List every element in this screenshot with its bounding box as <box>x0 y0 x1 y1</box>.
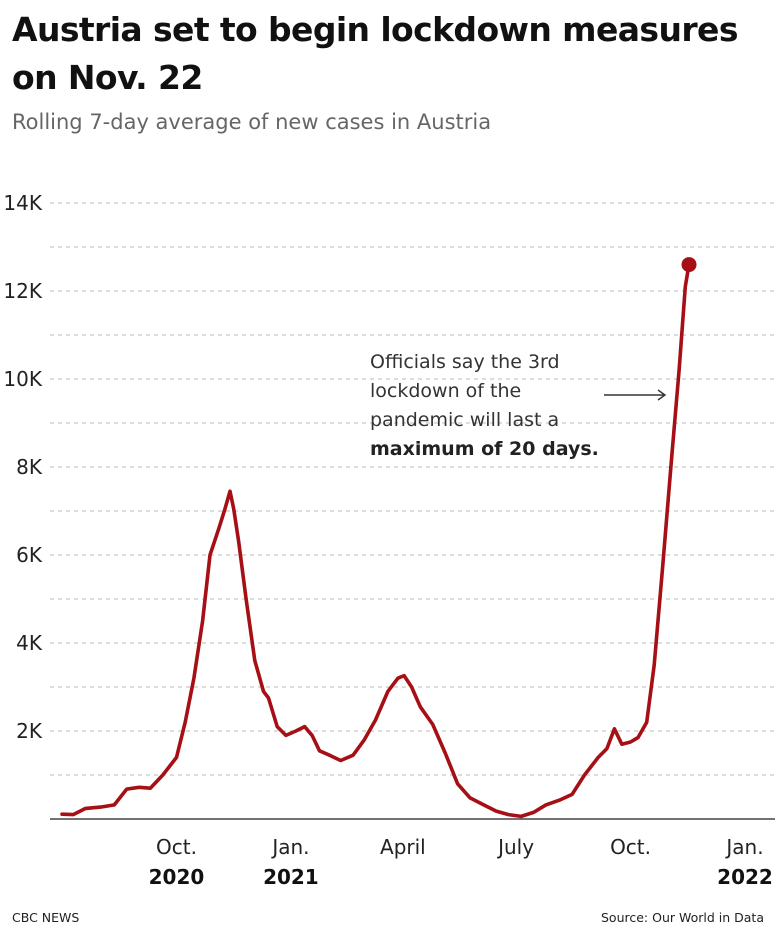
annotation-line-3: pandemic will last a <box>370 409 559 431</box>
x-tick-label: Jan. <box>724 835 763 859</box>
line-chart: 2K 4K 6K 8K 10K 12K 14K Oct. 2020 Jan. 2021 April J… <box>3 191 775 889</box>
annotation-line-bold: maximum of 20 days. <box>370 438 599 460</box>
y-axis-ticks: 2K 4K 6K 8K 10K 12K 14K <box>3 191 42 743</box>
chart-subtitle: Rolling 7-day average of new cases in Au… <box>12 110 492 134</box>
annotation-line-2: lockdown of the <box>370 380 521 402</box>
y-tick-label: 2K <box>16 719 43 743</box>
chart-title: Austria set to begin lockdown measures o… <box>12 10 738 97</box>
y-tick-label: 4K <box>16 631 43 655</box>
y-tick-label: 10K <box>3 367 42 391</box>
x-tick-year: 2021 <box>263 865 319 889</box>
y-tick-label: 6K <box>16 543 43 567</box>
gridlines <box>50 202 775 776</box>
series-line-new-cases <box>60 262 691 819</box>
y-tick-label: 14K <box>3 191 42 215</box>
x-tick-label: Oct. <box>610 835 651 859</box>
y-tick-label: 12K <box>3 279 42 303</box>
x-tick-year: 2022 <box>717 865 773 889</box>
x-axis-ticks: Oct. 2020 Jan. 2021 April July Oct. Jan. 2022 <box>149 835 773 889</box>
credit-label: CBC NEWS <box>12 910 80 925</box>
y-tick-label: 8K <box>16 455 43 479</box>
source-label: Source: Our World in Data <box>600 910 764 925</box>
x-tick-label: Jan. <box>270 835 309 859</box>
x-tick-year: 2020 <box>149 865 205 889</box>
x-tick-label: April <box>380 835 426 859</box>
x-tick-label: July <box>496 835 534 859</box>
annotation-line-1: Officials say the 3rd <box>370 351 560 373</box>
arrow-head-icon <box>657 389 667 401</box>
annotation: Officials say the 3rd lockdown of the pa… <box>370 351 667 460</box>
latest-value-dot <box>681 257 697 273</box>
x-tick-label: Oct. <box>156 835 197 859</box>
